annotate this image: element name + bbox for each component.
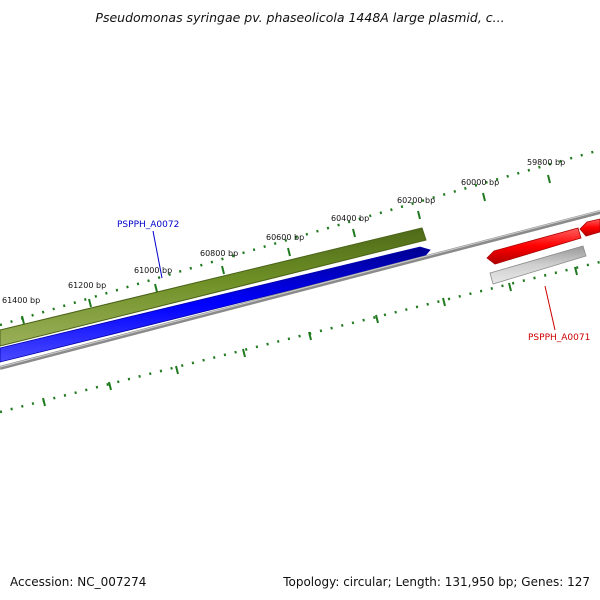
genes-label: Genes: [521, 575, 564, 589]
ruler-label: 60400 bp [331, 214, 369, 223]
ruler-labels: 59800 bp 60000 bp 60200 bp 60400 bp 6060… [2, 158, 565, 305]
inner-ruler [0, 260, 600, 414]
ruler-tick [221, 265, 225, 275]
ruler-tick [108, 381, 112, 391]
outer-ruler: 59800 bp 60000 bp 60200 bp 60400 bp 6060… [0, 148, 600, 327]
gene-PSPPH_A0071[interactable]: PSPPH_A0071 [486, 218, 600, 343]
gene-arrow-next-reverse[interactable] [579, 218, 600, 237]
gene-arrow-PSPPH_A0072[interactable] [0, 246, 431, 363]
ruler-tick [574, 266, 578, 276]
gene-label-leader [544, 285, 556, 331]
accession-label: Accession: [10, 575, 74, 589]
gene-label-PSPPH_A0072[interactable]: PSPPH_A0072 [117, 220, 179, 230]
backbone-line [0, 210, 600, 370]
inner-ruler-major-ticks [42, 266, 578, 407]
ruler-tick [21, 315, 25, 325]
ruler-label: 60600 bp [266, 233, 304, 242]
ruler-label: 60000 bp [461, 178, 499, 187]
ruler-label: 59800 bp [527, 158, 565, 167]
ruler-label: 60200 bp [397, 196, 435, 205]
length-value: 131,950 bp; [444, 575, 518, 589]
ruler-label: 61200 bp [68, 281, 106, 290]
outer-feature-band [0, 227, 427, 347]
ruler-tick [242, 348, 246, 358]
backbone-highlight [0, 210, 600, 368]
length-label: Length: [395, 575, 441, 589]
ruler-tick [508, 282, 512, 292]
ruler-tick [417, 210, 421, 220]
gene-PSPPH_A0072[interactable]: PSPPH_A0072 [0, 220, 431, 363]
ruler-tick [547, 174, 551, 184]
ruler-tick [88, 298, 92, 308]
accession-info: Accession: NC_007274 [10, 575, 146, 589]
gene-label-leader [152, 230, 163, 279]
ruler-tick [442, 297, 446, 307]
topology-label: Topology: [283, 575, 340, 589]
topology-value: circular; [343, 575, 392, 589]
outer-ruler-major-ticks [21, 174, 551, 325]
gene-shadow-band [489, 245, 587, 285]
genes-value: 127 [567, 575, 590, 589]
ruler-tick [154, 283, 158, 293]
outer-ruler-dots [0, 148, 600, 327]
ruler-tick [175, 365, 179, 375]
gene-arrow-PSPPH_A0071[interactable] [486, 227, 582, 265]
ruler-tick [375, 314, 379, 324]
ruler-tick [287, 247, 291, 257]
ruler-tick [482, 192, 486, 202]
ruler-label: 60800 bp [200, 249, 238, 258]
gene-label-PSPPH_A0071[interactable]: PSPPH_A0071 [528, 333, 590, 343]
genome-stats: Topology: circular; Length: 131,950 bp; … [283, 575, 590, 589]
accession-value: NC_007274 [77, 575, 147, 589]
ruler-label: 61000 bp [134, 266, 172, 275]
ruler-tick [42, 397, 46, 407]
ruler-tick [308, 331, 312, 341]
ruler-tick [352, 228, 356, 238]
inner-ruler-dots [0, 260, 600, 414]
olive-feature [0, 227, 427, 347]
map-title: Pseudomonas syringae pv. phaseolicola 14… [95, 10, 505, 25]
ruler-label: 61400 bp [2, 296, 40, 305]
